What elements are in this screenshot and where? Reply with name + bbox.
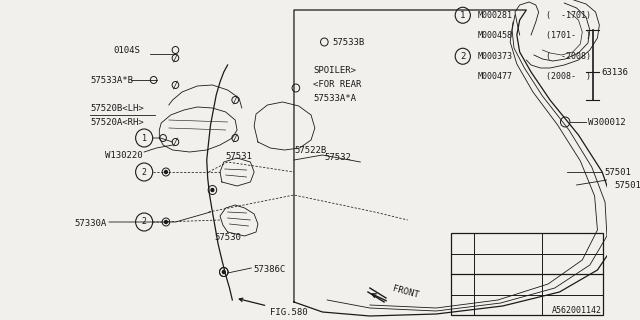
Text: 57386C: 57386C xyxy=(253,266,285,275)
Text: 57533A*A: 57533A*A xyxy=(313,93,356,102)
Text: FIG.580: FIG.580 xyxy=(270,308,308,317)
Circle shape xyxy=(164,220,168,223)
Text: 2: 2 xyxy=(141,218,147,227)
Text: 1: 1 xyxy=(141,133,147,142)
Text: 2: 2 xyxy=(141,167,147,177)
Text: 2: 2 xyxy=(460,52,465,61)
Circle shape xyxy=(222,270,225,274)
Text: 57532: 57532 xyxy=(324,153,351,162)
Text: 1: 1 xyxy=(460,11,465,20)
Circle shape xyxy=(164,171,168,173)
Text: 57520B<LH>: 57520B<LH> xyxy=(90,103,144,113)
Text: 57520A<RH>: 57520A<RH> xyxy=(90,117,144,126)
Text: <FOR REAR: <FOR REAR xyxy=(313,79,362,89)
Text: M000373: M000373 xyxy=(478,52,513,61)
Text: W300012: W300012 xyxy=(588,117,625,126)
Text: 57530: 57530 xyxy=(214,233,241,242)
Text: (  -2008): ( -2008) xyxy=(546,52,591,61)
Text: 57531: 57531 xyxy=(225,152,252,161)
Text: 57533B: 57533B xyxy=(332,37,364,46)
Text: 57522B: 57522B xyxy=(294,146,326,155)
Text: (  -1701): ( -1701) xyxy=(546,11,591,20)
Circle shape xyxy=(211,188,214,191)
Text: 0104S: 0104S xyxy=(114,45,141,54)
Text: A562001142: A562001142 xyxy=(552,306,602,315)
Text: FRONT: FRONT xyxy=(392,284,420,300)
Text: W130220: W130220 xyxy=(104,150,142,159)
Bar xyxy=(451,233,603,315)
Text: 57533A*B: 57533A*B xyxy=(90,76,133,84)
Text: SPOILER>: SPOILER> xyxy=(313,66,356,75)
Text: (1701-  ): (1701- ) xyxy=(546,31,591,40)
Text: M000281: M000281 xyxy=(478,11,513,20)
Text: (2008-  ): (2008- ) xyxy=(546,72,591,81)
Text: 57330A: 57330A xyxy=(74,220,106,228)
Text: 63136: 63136 xyxy=(601,68,628,76)
Text: 57501: 57501 xyxy=(614,180,640,189)
Text: M000458: M000458 xyxy=(478,31,513,40)
Text: M000477: M000477 xyxy=(478,72,513,81)
Text: 57501: 57501 xyxy=(604,167,631,177)
